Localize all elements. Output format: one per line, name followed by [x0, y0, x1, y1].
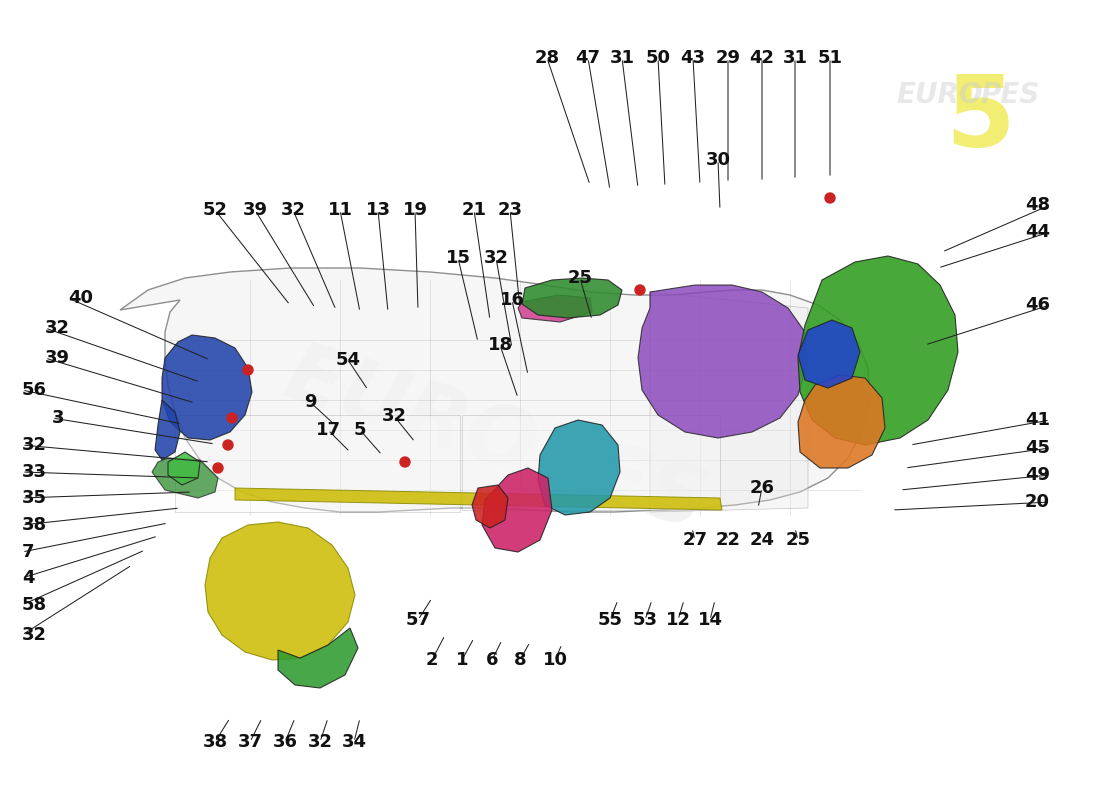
Text: 48: 48	[1025, 196, 1050, 214]
Polygon shape	[522, 278, 622, 318]
Text: 30: 30	[705, 151, 730, 169]
Circle shape	[227, 413, 236, 423]
Text: 33: 33	[22, 463, 47, 481]
Text: 4: 4	[22, 569, 34, 587]
Text: 52: 52	[202, 201, 228, 219]
Text: 19: 19	[403, 201, 428, 219]
Polygon shape	[798, 320, 860, 388]
Polygon shape	[650, 292, 808, 512]
Text: 32: 32	[280, 201, 306, 219]
Text: 43: 43	[681, 49, 705, 67]
Text: 21: 21	[462, 201, 486, 219]
Text: 32: 32	[382, 407, 407, 425]
Text: 6: 6	[486, 651, 498, 669]
Text: 20: 20	[1025, 493, 1050, 511]
Text: 10: 10	[542, 651, 568, 669]
Text: 7: 7	[22, 543, 34, 561]
Text: 32: 32	[308, 733, 332, 751]
Text: 44: 44	[1025, 223, 1050, 241]
Text: 54: 54	[336, 351, 361, 369]
Text: 38: 38	[202, 733, 228, 751]
Text: 51: 51	[817, 49, 843, 67]
Text: 42: 42	[749, 49, 774, 67]
Polygon shape	[472, 485, 508, 528]
Polygon shape	[518, 295, 592, 322]
Circle shape	[400, 457, 410, 467]
Text: EUROPES: EUROPES	[274, 334, 716, 546]
Circle shape	[243, 365, 253, 375]
Polygon shape	[278, 628, 358, 688]
Text: 14: 14	[697, 611, 723, 629]
Text: 46: 46	[1025, 296, 1050, 314]
Text: 23: 23	[497, 201, 522, 219]
Text: 26: 26	[749, 479, 774, 497]
Text: 9: 9	[304, 393, 317, 411]
Polygon shape	[205, 522, 355, 660]
Text: 27: 27	[682, 531, 707, 549]
Polygon shape	[152, 458, 218, 498]
Text: 57: 57	[406, 611, 430, 629]
Text: 39: 39	[45, 349, 70, 367]
Text: 31: 31	[609, 49, 635, 67]
Polygon shape	[120, 268, 870, 512]
Polygon shape	[798, 256, 958, 445]
Text: EURO: EURO	[896, 81, 983, 109]
Text: 2: 2	[426, 651, 438, 669]
Text: 25: 25	[785, 531, 811, 549]
Text: 41: 41	[1025, 411, 1050, 429]
Circle shape	[635, 285, 645, 295]
Text: 12: 12	[666, 611, 691, 629]
Text: 5: 5	[354, 421, 366, 439]
Text: 16: 16	[499, 291, 525, 309]
Text: 35: 35	[22, 489, 47, 507]
Text: 45: 45	[1025, 439, 1050, 457]
Polygon shape	[638, 285, 808, 438]
Text: 3: 3	[52, 409, 65, 427]
Text: 36: 36	[273, 733, 297, 751]
Polygon shape	[235, 488, 722, 510]
Text: 37: 37	[238, 733, 263, 751]
Text: 24: 24	[749, 531, 774, 549]
Text: 22: 22	[715, 531, 740, 549]
Polygon shape	[798, 375, 886, 468]
Text: 34: 34	[341, 733, 366, 751]
Text: 32: 32	[22, 436, 47, 454]
Text: 25: 25	[568, 269, 593, 287]
Text: 18: 18	[487, 336, 513, 354]
Text: 15: 15	[446, 249, 471, 267]
Text: 32: 32	[22, 626, 47, 644]
Circle shape	[825, 193, 835, 203]
Text: 32: 32	[45, 319, 70, 337]
Text: 31: 31	[782, 49, 807, 67]
Text: 50: 50	[646, 49, 671, 67]
Text: 53: 53	[632, 611, 658, 629]
Text: 39: 39	[242, 201, 267, 219]
Polygon shape	[175, 415, 460, 512]
Polygon shape	[162, 335, 252, 440]
Circle shape	[213, 463, 223, 473]
Polygon shape	[482, 468, 552, 552]
Text: 13: 13	[365, 201, 390, 219]
Text: 40: 40	[68, 289, 94, 307]
Text: 58: 58	[22, 596, 47, 614]
Text: 55: 55	[597, 611, 623, 629]
Polygon shape	[168, 452, 200, 485]
Polygon shape	[462, 415, 720, 510]
Text: PES: PES	[980, 81, 1040, 109]
Text: 17: 17	[316, 421, 341, 439]
Text: 28: 28	[535, 49, 560, 67]
Text: 1: 1	[455, 651, 469, 669]
Polygon shape	[155, 400, 180, 460]
Text: 32: 32	[484, 249, 508, 267]
Text: 29: 29	[715, 49, 740, 67]
Text: 56: 56	[22, 381, 47, 399]
Text: 8: 8	[514, 651, 526, 669]
Text: 47: 47	[575, 49, 601, 67]
Text: 5: 5	[945, 71, 1015, 169]
Polygon shape	[538, 420, 620, 515]
Text: 11: 11	[328, 201, 352, 219]
Text: 38: 38	[22, 516, 47, 534]
Text: 49: 49	[1025, 466, 1050, 484]
Circle shape	[223, 440, 233, 450]
